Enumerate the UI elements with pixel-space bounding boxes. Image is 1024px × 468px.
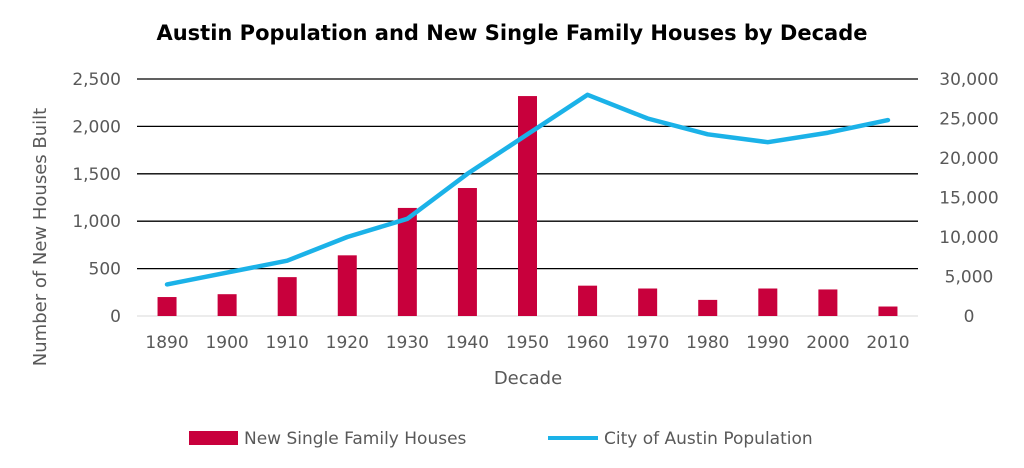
y2-tick-label: 25,000 xyxy=(939,110,998,130)
y-axis-label: Number of New Houses Built xyxy=(30,108,51,366)
line-series xyxy=(164,92,891,287)
y-tick-label: 0 xyxy=(110,307,121,327)
y2-tick-label: 10,000 xyxy=(939,228,998,248)
axis-ticks: 0 500 1,000 1,500 2,000 2,500 0 5,000 10,000 15,0… xyxy=(72,70,998,353)
legend-swatch-bars xyxy=(189,431,238,445)
y2-tick-label: 15,000 xyxy=(939,189,998,209)
x-tick-label: 1920 xyxy=(326,333,369,353)
bar xyxy=(518,96,537,317)
x-tick-label: 1910 xyxy=(266,333,309,353)
bar xyxy=(638,288,658,316)
y2-tick-label: 0 xyxy=(964,307,975,327)
bar xyxy=(758,288,778,316)
x-tick-label: 1970 xyxy=(626,333,669,353)
bar xyxy=(578,285,598,316)
x-tick-label: 1990 xyxy=(746,333,789,353)
x-tick-label: 2010 xyxy=(866,333,909,353)
x-tick-label: 1950 xyxy=(506,333,549,353)
y-tick-label: 2,500 xyxy=(72,70,121,90)
x-tick-label: 2000 xyxy=(806,333,849,353)
x-tick-label: 1980 xyxy=(686,333,729,353)
bar xyxy=(397,207,417,316)
x-tick-label: 1900 xyxy=(205,333,248,353)
y-tick-label: 500 xyxy=(89,260,121,280)
x-tick-label: 1960 xyxy=(566,333,609,353)
x-axis-label: Decade xyxy=(494,368,562,389)
legend-label-bars: New Single Family Houses xyxy=(244,429,467,449)
legend-label-line: City of Austin Population xyxy=(604,429,813,449)
y2-tick-label: 30,000 xyxy=(939,70,998,90)
y-tick-label: 1,000 xyxy=(72,212,121,232)
x-tick-label: 1890 xyxy=(145,333,188,353)
population-line xyxy=(164,92,891,287)
y2-tick-label: 20,000 xyxy=(939,149,998,169)
bar xyxy=(878,306,898,316)
bar xyxy=(217,294,237,316)
bar xyxy=(277,277,297,316)
x-tick-label: 1940 xyxy=(446,333,489,353)
bar-series xyxy=(157,96,898,317)
y2-tick-label: 5,000 xyxy=(945,268,994,288)
x-tick-label: 1930 xyxy=(386,333,429,353)
y-tick-label: 1,500 xyxy=(72,165,121,185)
bar xyxy=(337,255,357,316)
legend: New Single Family Houses City of Austin … xyxy=(189,429,813,449)
bar xyxy=(157,297,177,316)
bar xyxy=(818,289,838,316)
chart-title: Austin Population and New Single Family … xyxy=(156,21,867,45)
y-tick-label: 2,000 xyxy=(72,117,121,137)
bar xyxy=(457,188,477,316)
bar xyxy=(698,299,718,316)
